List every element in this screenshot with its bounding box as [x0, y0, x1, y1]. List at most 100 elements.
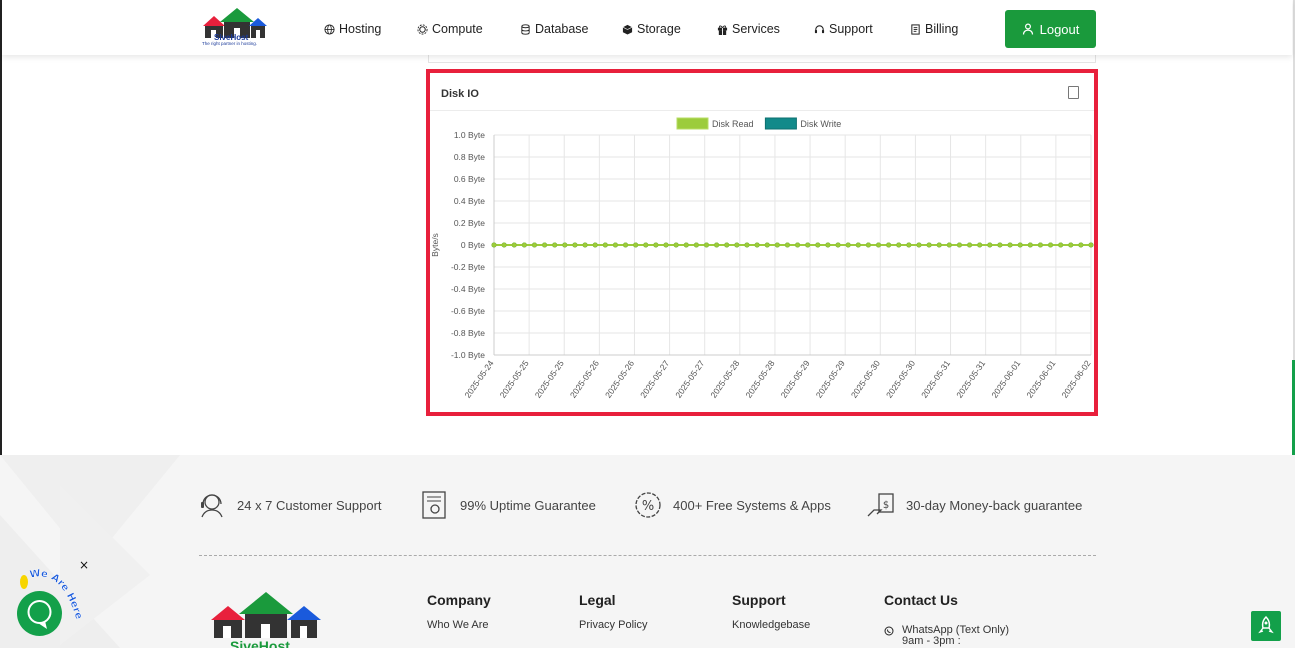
x-tick-label: 2025-05-28 [743, 358, 776, 400]
data-point-disk-read[interactable] [592, 242, 598, 248]
data-point-disk-read[interactable] [734, 242, 740, 248]
user-icon [1022, 23, 1033, 35]
data-point-disk-read[interactable] [1027, 242, 1033, 248]
legend-swatch-0[interactable] [676, 117, 709, 130]
y-tick-label: 0.2 Byte [454, 218, 485, 228]
footer-link-knowledgebase[interactable]: Knowledgebase [732, 619, 811, 631]
feature-support: 24 x 7 Customer Support [197, 490, 382, 520]
footer-link-privacy-policy[interactable]: Privacy Policy [579, 619, 648, 631]
data-point-disk-read[interactable] [714, 242, 720, 248]
data-point-disk-read[interactable] [795, 242, 801, 248]
data-point-disk-read[interactable] [896, 242, 902, 248]
chat-open-button[interactable] [17, 591, 62, 636]
scrollbar-track[interactable] [1293, 0, 1295, 648]
scrollbar-thumb[interactable] [1292, 360, 1295, 460]
data-point-disk-read[interactable] [876, 242, 882, 248]
data-point-disk-read[interactable] [1017, 242, 1023, 248]
data-point-disk-read[interactable] [1068, 242, 1074, 248]
data-point-disk-read[interactable] [653, 242, 659, 248]
chat-close-button[interactable]: × [79, 558, 90, 572]
data-point-disk-read[interactable] [1088, 242, 1094, 248]
data-point-disk-read[interactable] [977, 242, 983, 248]
feature-apps-label: 400+ Free Systems & Apps [673, 497, 831, 513]
disk-io-title: Disk IO [441, 88, 479, 100]
data-point-disk-read[interactable] [501, 242, 507, 248]
data-point-disk-read[interactable] [552, 242, 558, 248]
data-point-disk-read[interactable] [967, 242, 973, 248]
data-point-disk-read[interactable] [744, 242, 750, 248]
nav-hosting[interactable]: Hosting [324, 20, 381, 38]
nav-support[interactable]: Support [814, 20, 873, 38]
data-point-disk-read[interactable] [946, 242, 952, 248]
data-point-disk-read[interactable] [997, 242, 1003, 248]
data-point-disk-read[interactable] [754, 242, 760, 248]
data-point-disk-read[interactable] [865, 242, 871, 248]
nav-compute[interactable]: Compute [417, 20, 483, 38]
x-tick-label: 2025-05-30 [884, 358, 917, 400]
data-point-disk-read[interactable] [491, 242, 497, 248]
y-tick-label: -0.4 Byte [451, 284, 485, 294]
data-point-disk-read[interactable] [987, 242, 993, 248]
data-point-disk-read[interactable] [936, 242, 942, 248]
previous-card-bottom [428, 55, 1096, 63]
data-point-disk-read[interactable] [805, 242, 811, 248]
data-point-disk-read[interactable] [845, 242, 851, 248]
nav-database[interactable]: Database [520, 20, 589, 38]
scroll-to-top-button[interactable] [1251, 611, 1281, 641]
data-point-disk-read[interactable] [835, 242, 841, 248]
data-point-disk-read[interactable] [784, 242, 790, 248]
nav-support-label: Support [829, 22, 873, 36]
nav-storage[interactable]: Storage [622, 20, 681, 38]
data-point-disk-read[interactable] [774, 242, 780, 248]
nav-billing-label: Billing [925, 22, 959, 36]
y-tick-label: -1.0 Byte [451, 350, 485, 360]
data-point-disk-read[interactable] [562, 242, 568, 248]
data-point-disk-read[interactable] [612, 242, 618, 248]
data-point-disk-read[interactable] [825, 242, 831, 248]
box-icon [622, 24, 633, 35]
data-point-disk-read[interactable] [764, 242, 770, 248]
data-point-disk-read[interactable] [956, 242, 962, 248]
data-point-disk-read[interactable] [582, 242, 588, 248]
footer-whatsapp-link[interactable]: WhatsApp (Text Only) [902, 624, 1009, 636]
data-point-disk-read[interactable] [815, 242, 821, 248]
brand-logo-icon[interactable] [201, 8, 275, 48]
nav-billing[interactable]: Billing [910, 20, 958, 38]
data-point-disk-read[interactable] [633, 242, 639, 248]
top-navbar: SiveHost The right partner in hosting. H… [2, 0, 1292, 55]
data-point-disk-read[interactable] [542, 242, 548, 248]
data-point-disk-read[interactable] [906, 242, 912, 248]
legend-label-0[interactable]: Disk Read [712, 119, 754, 129]
data-point-disk-read[interactable] [1058, 242, 1064, 248]
data-point-disk-read[interactable] [663, 242, 669, 248]
data-point-disk-read[interactable] [693, 242, 699, 248]
data-point-disk-read[interactable] [643, 242, 649, 248]
data-point-disk-read[interactable] [1078, 242, 1084, 248]
x-tick-label: 2025-05-25 [498, 358, 531, 400]
data-point-disk-read[interactable] [855, 242, 861, 248]
data-point-disk-read[interactable] [511, 242, 517, 248]
data-point-disk-read[interactable] [683, 242, 689, 248]
data-point-disk-read[interactable] [1007, 242, 1013, 248]
data-point-disk-read[interactable] [531, 242, 537, 248]
data-point-disk-read[interactable] [886, 242, 892, 248]
data-point-disk-read[interactable] [602, 242, 608, 248]
footer-logo-icon[interactable] [209, 592, 324, 648]
data-point-disk-read[interactable] [1048, 242, 1054, 248]
data-point-disk-read[interactable] [916, 242, 922, 248]
data-point-disk-read[interactable] [572, 242, 578, 248]
data-point-disk-read[interactable] [724, 242, 730, 248]
data-point-disk-read[interactable] [1037, 242, 1043, 248]
logout-button[interactable]: Logout [1005, 10, 1096, 48]
footer-link-who-we-are[interactable]: Who We Are [427, 619, 489, 631]
data-point-disk-read[interactable] [623, 242, 629, 248]
data-point-disk-read[interactable] [673, 242, 679, 248]
feature-uptime: 99% Uptime Guarantee [420, 490, 596, 520]
data-point-disk-read[interactable] [521, 242, 527, 248]
data-point-disk-read[interactable] [926, 242, 932, 248]
legend-swatch-1[interactable] [764, 117, 797, 130]
nav-services[interactable]: Services [717, 20, 780, 38]
data-point-disk-read[interactable] [703, 242, 709, 248]
legend-label-1[interactable]: Disk Write [800, 119, 841, 129]
disk-io-checkbox[interactable] [1068, 86, 1079, 99]
